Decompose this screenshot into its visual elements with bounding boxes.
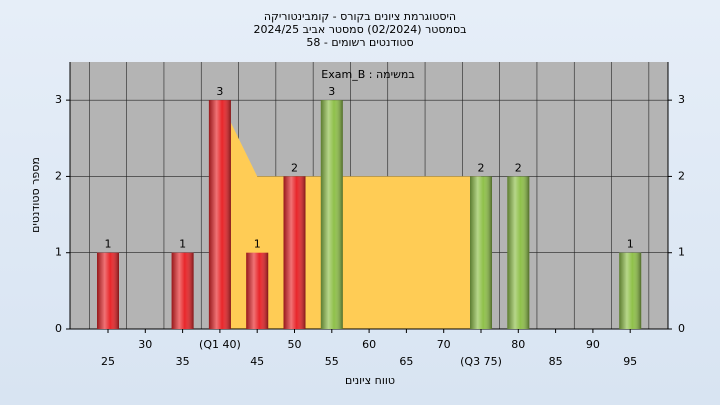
bar-shading: [208, 100, 231, 330]
bar-shading: [283, 176, 306, 329]
bar-shading: [97, 252, 119, 329]
x-tick-label: 90: [586, 338, 600, 351]
bar-shading: [246, 252, 269, 329]
x-tick-label: 30: [138, 338, 152, 351]
x-tick-label: 25: [101, 355, 115, 368]
y-tick-label-right: 1: [678, 246, 685, 259]
data-label: 1: [627, 238, 634, 251]
x-tick-label: 70: [437, 338, 451, 351]
data-label: 1: [254, 238, 261, 251]
bar-shading: [619, 252, 642, 329]
x-tick-label: (Q3 75): [460, 355, 502, 368]
y-tick-label-right: 0: [678, 322, 685, 335]
y-tick-label-right: 2: [678, 169, 685, 182]
x-tick-label: 35: [176, 355, 190, 368]
x-axis-label: טווח ציונים: [345, 374, 395, 387]
x-tick-label: 95: [623, 355, 637, 368]
data-label: 1: [105, 238, 112, 251]
x-tick-label: 85: [549, 355, 563, 368]
title: סטודנטים רשומים - 58: [306, 36, 413, 49]
y-tick-label: 0: [55, 322, 62, 335]
bar-shading: [470, 176, 492, 329]
data-label: 1: [179, 238, 186, 251]
data-label: 3: [328, 85, 335, 98]
x-tick-label: 80: [511, 338, 525, 351]
x-tick-label: (Q1 40): [199, 338, 241, 351]
x-tick-label: 60: [362, 338, 376, 351]
data-label: 2: [515, 161, 522, 174]
bar-shading: [320, 100, 343, 330]
x-tick-label: 45: [250, 355, 264, 368]
bar-shading: [507, 176, 530, 329]
subtitle: Exam_B : במשימה: [321, 68, 414, 81]
y-tick-label: 1: [55, 246, 62, 259]
x-tick-label: 55: [325, 355, 339, 368]
title: היסטוגרמת ציונים בקורס - קומבינטוריקה: [264, 10, 456, 23]
data-label: 2: [478, 161, 485, 174]
data-label: 2: [291, 161, 298, 174]
x-tick-label: 50: [288, 338, 302, 351]
data-label: 3: [216, 85, 223, 98]
title: בסמסטר (02/2024) סמסטר אביב 2024/25: [253, 23, 466, 36]
y-tick-label-right: 3: [678, 93, 685, 106]
bar-shading: [171, 252, 194, 329]
y-tick-label: 3: [55, 93, 62, 106]
y-tick-label: 2: [55, 169, 62, 182]
y-axis-label: מספר סטודנטים: [29, 157, 42, 233]
x-tick-label: 65: [399, 355, 413, 368]
